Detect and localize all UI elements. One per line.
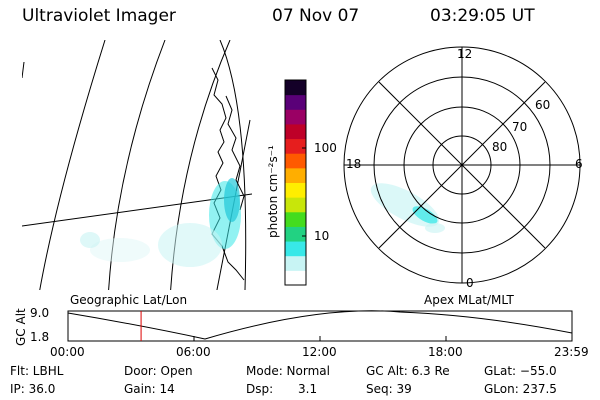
colorbar-segment [285,153,306,169]
filter-info: Flt: LBHL [10,364,64,378]
dsp-label: Dsp: [246,382,274,396]
apex-projection-label: Apex MLat/MLT [424,293,514,307]
dsp-value: 3.1 [298,382,318,396]
colorbar-tick: 10 [314,229,330,243]
colorbar-tick: 100 [314,141,337,155]
coastline [225,95,245,211]
time-label: 03:29:05 UT [430,6,535,26]
altitude-axis-title: GC Alt [14,308,28,346]
colorbar [284,79,307,286]
lat-label: 60 [535,98,551,112]
colorbar-segment [285,211,306,227]
time-tick: 06:00 [176,345,211,359]
colorbar-segment [285,270,306,286]
mlt-label-top: 12 [457,47,473,61]
colorbar-segment [285,138,306,154]
colorbar-segment [285,123,306,140]
lon-line [39,40,106,290]
gc-alt-info: GC Alt: 6.3 Re [366,364,450,378]
colorbar-frame [284,79,307,286]
mlt-label-right: 6 [575,157,583,171]
lat-label: 80 [492,140,508,154]
aurora-polar [370,183,445,233]
aurora-emission [80,178,241,267]
seq-info: Seq: 39 [366,382,412,396]
lon-line [108,40,166,290]
time-tick: 12:00 [302,345,337,359]
altitude-plot [67,310,573,342]
time-tick: 23:59 [554,345,589,359]
lat-line [22,61,25,79]
geographic-projection-label: Geographic Lat/Lon [70,293,188,307]
colorbar-segment [285,167,306,183]
lat-label: 70 [512,120,528,134]
colorbar-segment [285,255,306,271]
mlt-label-left: 18 [346,157,362,171]
altitude-tick: 9.0 [30,306,50,320]
lat-line [219,40,247,290]
colorbar-segment [285,109,306,125]
colorbar-segment [285,80,306,96]
gain-info: Gain: 14 [124,382,175,396]
glon-info: GLon: 237.5 [484,382,557,396]
altitude-tick: 1.8 [30,330,50,344]
door-info: Door: Open [124,364,193,378]
colorbar-unit-label: photon cm⁻²s⁻¹ [266,145,280,238]
altitude-curve [67,310,573,340]
mlt-label-bottom: 0 [466,276,474,290]
colorbar-segment [285,182,306,198]
mode-info: Mode: Normal [246,364,330,378]
date-label: 07 Nov 07 [272,6,360,26]
ip-info: IP: 36.0 [10,382,56,396]
glat-info: GLat: −55.0 [484,364,557,378]
lon-line [170,40,231,290]
polar-plot [343,46,581,284]
time-tick: 00:00 [50,345,85,359]
instrument-title: Ultraviolet Imager [22,6,176,26]
colorbar-segment [285,241,306,257]
colorbar-segment [285,94,306,110]
colorbar-segment [285,226,306,242]
time-tick: 18:00 [428,345,463,359]
colorbar-segment [285,197,306,213]
